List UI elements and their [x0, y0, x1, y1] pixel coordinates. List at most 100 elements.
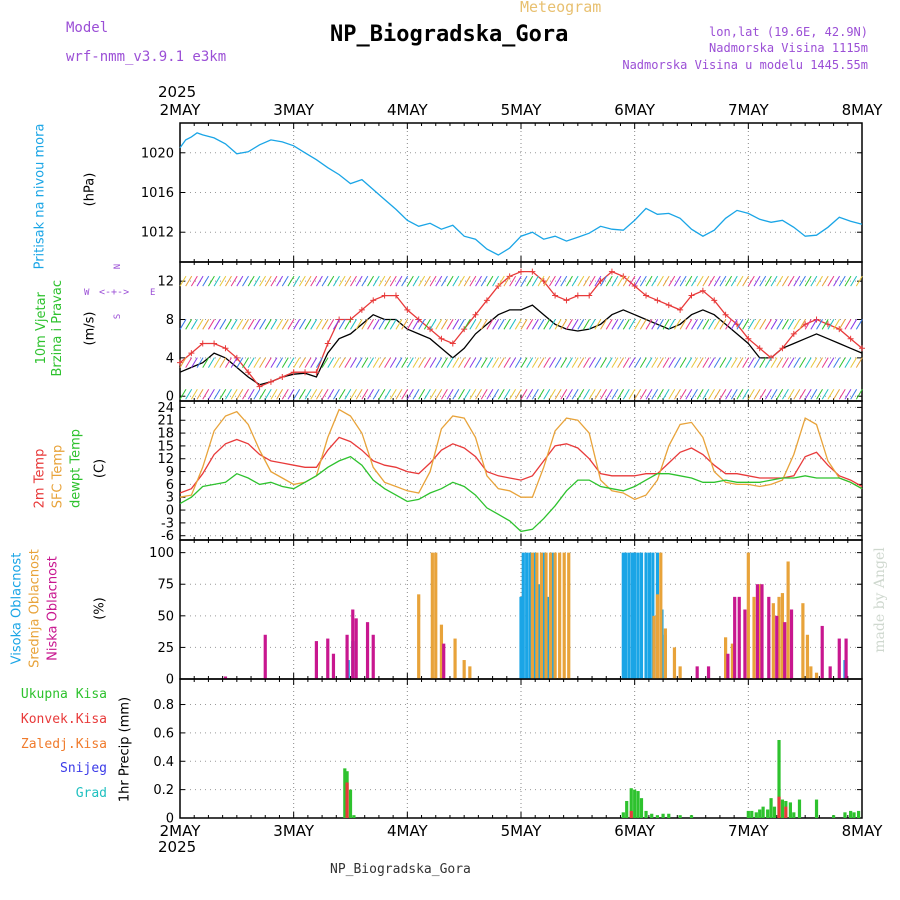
wind-barb: [622, 275, 630, 287]
wind-barb: [435, 319, 443, 330]
wind-barb: [207, 357, 215, 368]
wind-barb: [378, 357, 386, 368]
wind-barb: [571, 275, 579, 287]
wind-barb: [441, 389, 448, 400]
wind-barb: [446, 389, 454, 400]
bar-srednja-oblacnost: [805, 634, 810, 679]
wind-barb: [310, 275, 318, 287]
wind-barb: [202, 357, 210, 368]
wind-barb: [458, 357, 465, 368]
wind-barb: [304, 389, 312, 400]
y-tick-label: -6: [161, 529, 174, 544]
wind-barb: [236, 357, 244, 368]
wind-barb: [179, 319, 187, 330]
wind-barb: [190, 357, 198, 368]
wind-barb: [497, 389, 505, 400]
wind-barb: [236, 275, 244, 287]
series-line-wind-speed: [179, 304, 863, 386]
wind-barb: [395, 319, 403, 330]
wind-barb: [395, 275, 403, 287]
wind-barb: [810, 357, 818, 368]
wind-barb: [634, 319, 642, 330]
wind-barb: [605, 319, 613, 330]
y-tick-label: 24: [157, 401, 174, 416]
wind-barb: [725, 389, 733, 400]
bar-srednja-oblacnost: [530, 552, 534, 679]
bar-srednja-oblacnost: [567, 552, 571, 679]
wind-barb: [247, 389, 255, 400]
wind-barb: [685, 319, 693, 330]
wind-barb: [645, 357, 653, 368]
bar-ukupna-kisa: [769, 798, 773, 818]
wind-barb: [844, 357, 852, 368]
wind-barb: [304, 319, 312, 330]
wind-barb: [639, 357, 647, 368]
bar-srednja-oblacnost: [724, 637, 728, 679]
bar-visoka-oblacnost: [525, 552, 529, 679]
wind-barb: [469, 275, 477, 287]
gust-marker: [518, 268, 524, 275]
wind-barb: [702, 275, 710, 287]
wind-barb: [298, 389, 306, 400]
wind-barb: [298, 275, 306, 287]
wind-barb: [526, 275, 534, 287]
y-tick-label: 50: [157, 609, 174, 624]
wind-barb: [446, 319, 454, 330]
wind-barb: [389, 357, 397, 368]
wind-barb: [423, 275, 431, 287]
y-tick-label: 100: [149, 546, 174, 561]
y-tick-label: 12: [157, 275, 174, 290]
gust-marker: [779, 345, 786, 352]
y-tick-label: 25: [157, 641, 174, 656]
page-title: NP_Biogradska_Gora: [330, 22, 569, 47]
wind-barb: [486, 275, 494, 287]
wind-barb: [219, 319, 227, 330]
wind-barb: [253, 275, 261, 287]
wind-barb: [782, 275, 789, 287]
wind-barb: [355, 275, 363, 287]
wind-barb: [384, 389, 392, 400]
wind-barb: [338, 319, 346, 330]
day-label-top: 3MAY: [273, 101, 315, 119]
wind-barb: [759, 275, 767, 287]
wind-barb: [656, 389, 664, 400]
bar-ukupna-kisa: [689, 815, 694, 818]
wind-barb: [617, 275, 625, 287]
wind-barb: [350, 357, 357, 368]
wind-barb: [492, 275, 500, 287]
gust-marker: [540, 278, 547, 285]
wind-barb: [270, 319, 278, 330]
wind-barb: [384, 319, 392, 330]
wind-barb: [560, 389, 568, 400]
bar-ukupna-kisa: [814, 799, 819, 818]
bar-visoka-oblacnost: [546, 596, 550, 679]
wind-barb: [531, 275, 539, 287]
day-label-bottom: 4MAY: [387, 822, 429, 840]
wind-barb: [406, 319, 414, 330]
wind-barb: [566, 275, 573, 287]
wind-barb: [412, 275, 420, 287]
wind-barb: [747, 389, 755, 400]
bar-ukupna-kisa: [678, 815, 682, 818]
gust-marker: [722, 311, 729, 318]
gust-marker: [290, 369, 297, 376]
bar-niska-oblacnost: [844, 638, 848, 679]
wind-barb: [441, 357, 448, 368]
wind-barb: [327, 389, 335, 400]
wind-barb: [662, 275, 670, 287]
wind-barb: [179, 389, 187, 400]
wind-barb: [429, 275, 437, 287]
bar-visoka-oblacnost: [533, 552, 537, 679]
wind-barb: [389, 389, 397, 400]
wind-barb: [685, 275, 693, 287]
wind-barb: [855, 275, 863, 287]
wind-barb: [378, 275, 386, 287]
wind-barb: [747, 275, 755, 287]
wind-barb: [827, 319, 835, 330]
wind-barb: [651, 389, 659, 400]
gust-marker: [608, 268, 615, 275]
wind-barb: [645, 389, 653, 400]
y-tick-label: 21: [157, 414, 174, 429]
wind-barb: [799, 319, 806, 330]
wind-barb: [583, 389, 590, 400]
